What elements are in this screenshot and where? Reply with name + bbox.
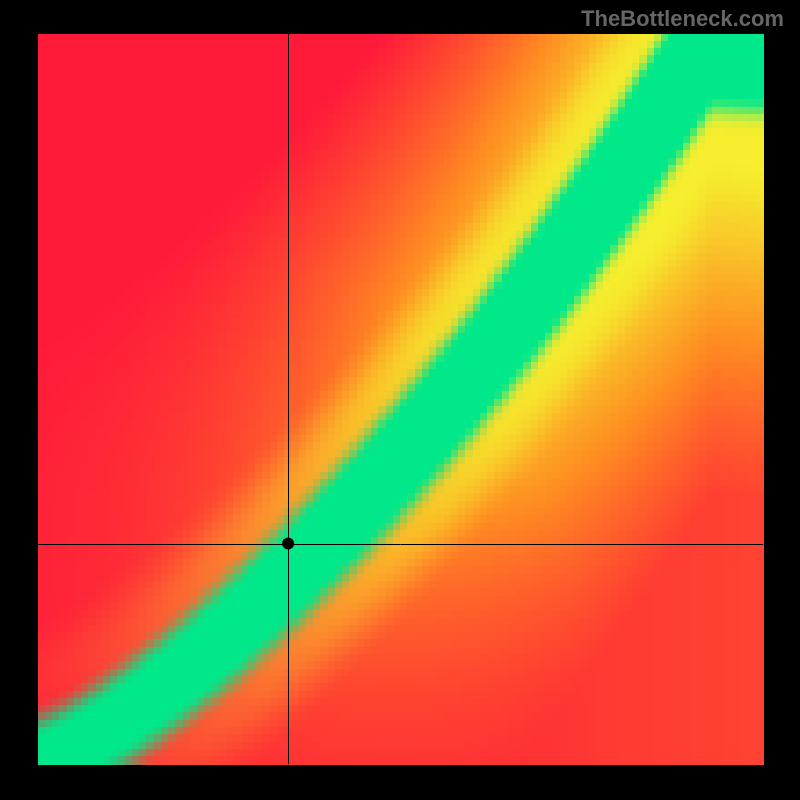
watermark-text: TheBottleneck.com (581, 6, 784, 32)
chart-container: TheBottleneck.com (0, 0, 800, 800)
bottleneck-heatmap (0, 0, 800, 800)
